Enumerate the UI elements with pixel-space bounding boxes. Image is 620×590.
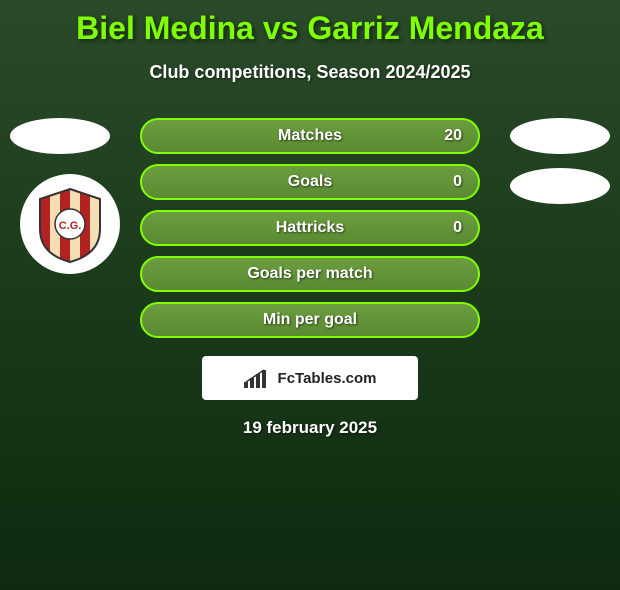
brand-text: FcTables.com	[278, 370, 377, 387]
brand-badge: FcTables.com	[202, 356, 418, 400]
subtitle: Club competitions, Season 2024/2025	[0, 62, 620, 83]
stat-rows: Matches 20 Goals 0 Hattricks 0 Goals per…	[140, 118, 480, 338]
stat-label: Goals	[288, 173, 332, 191]
page-title: Biel Medina vs Garriz Mendaza	[0, 10, 620, 47]
date-text: 19 february 2025	[0, 418, 620, 438]
stat-value: 20	[444, 127, 462, 145]
bars-icon	[244, 368, 272, 388]
stat-value: 0	[453, 219, 462, 237]
stat-value: 0	[453, 173, 462, 191]
club-badge: C.G.	[20, 174, 120, 274]
stat-label: Hattricks	[276, 219, 344, 237]
player-right-avatar-2	[510, 168, 610, 204]
player-left-avatar	[10, 118, 110, 154]
stat-row-hattricks: Hattricks 0	[140, 210, 480, 246]
svg-text:C.G.: C.G.	[59, 220, 82, 232]
stat-label: Min per goal	[263, 311, 357, 329]
comparison-content: C.G. Matches 20 Goals 0 Hattricks 0 Goal…	[0, 118, 620, 438]
stat-label: Matches	[278, 127, 342, 145]
stat-row-goals-per-match: Goals per match	[140, 256, 480, 292]
stat-label: Goals per match	[247, 265, 372, 283]
player-right-avatar-1	[510, 118, 610, 154]
stat-row-matches: Matches 20	[140, 118, 480, 154]
club-crest-icon: C.G.	[30, 184, 110, 264]
stat-row-goals: Goals 0	[140, 164, 480, 200]
stat-row-min-per-goal: Min per goal	[140, 302, 480, 338]
